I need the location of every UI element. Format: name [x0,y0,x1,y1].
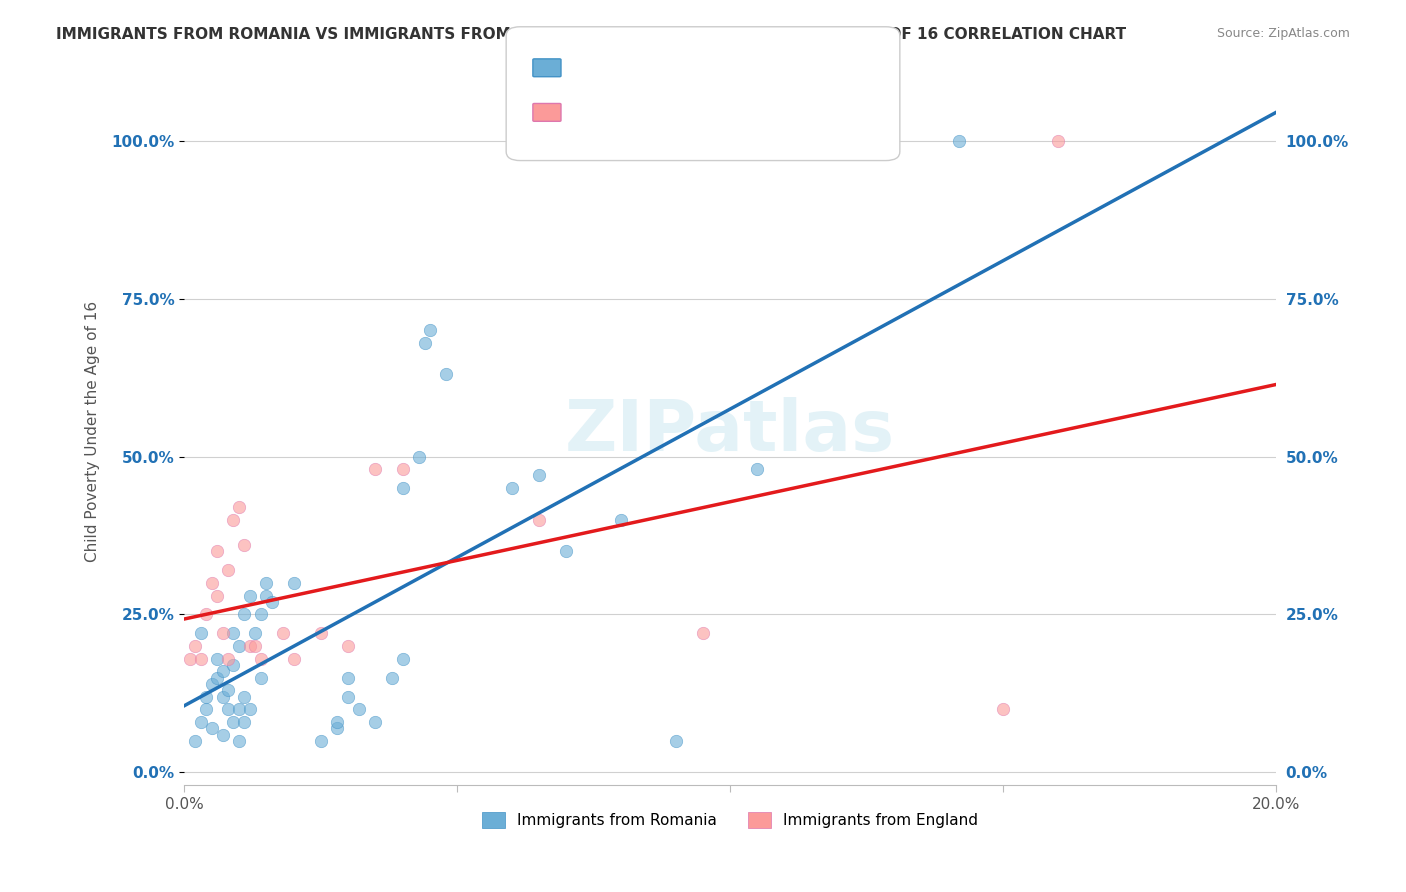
Point [527,513,550,527]
Point [222,714,245,729]
Point [271,626,294,640]
Point [948,134,970,148]
Point [434,368,457,382]
Text: R = 0.57   N = 26: R = 0.57 N = 26 [555,112,727,129]
Point [309,626,332,640]
Point [217,651,239,665]
Point [664,734,686,748]
Point [364,462,387,476]
Point [228,639,250,653]
Point [337,671,360,685]
Point [326,721,349,735]
Point [222,513,245,527]
Point [260,595,283,609]
Point [228,734,250,748]
Point [408,450,430,464]
Point [391,651,413,665]
Point [610,513,633,527]
Point [337,690,360,704]
Point [309,734,332,748]
Point [391,462,413,476]
Point [254,589,277,603]
Point [217,683,239,698]
Point [228,500,250,514]
Point [364,714,387,729]
Point [249,671,271,685]
Text: ZIPatlas: ZIPatlas [565,397,896,466]
Point [249,607,271,622]
Point [239,702,262,716]
Point [205,589,228,603]
Point [391,481,413,495]
Point [381,671,404,685]
Text: R = 0.547   N = 53: R = 0.547 N = 53 [555,67,740,85]
Point [211,665,233,679]
Point [195,607,218,622]
Point [228,702,250,716]
Point [205,671,228,685]
Point [201,721,224,735]
Point [419,323,441,337]
Point [195,690,218,704]
Text: Source: ZipAtlas.com: Source: ZipAtlas.com [1216,27,1350,40]
Point [555,544,578,558]
Point [190,626,212,640]
Point [326,714,349,729]
Point [254,575,277,590]
Point [245,626,267,640]
Point [249,651,271,665]
Point [283,651,305,665]
Point [233,538,256,552]
Point [205,651,228,665]
Point [201,575,224,590]
Point [217,702,239,716]
Point [692,626,714,640]
Point [245,639,267,653]
Point [527,468,550,483]
Point [233,607,256,622]
Point [347,702,370,716]
Point [413,335,436,350]
Point [337,639,360,653]
Point [179,651,201,665]
Point [184,639,207,653]
Point [201,677,224,691]
Point [239,589,262,603]
Point [184,734,207,748]
Text: IMMIGRANTS FROM ROMANIA VS IMMIGRANTS FROM ENGLAND CHILD POVERTY UNDER THE AGE O: IMMIGRANTS FROM ROMANIA VS IMMIGRANTS FR… [56,27,1126,42]
Point [222,658,245,673]
Point [501,481,523,495]
Y-axis label: Child Poverty Under the Age of 16: Child Poverty Under the Age of 16 [86,301,100,562]
Point [239,639,262,653]
Point [190,714,212,729]
Point [217,563,239,577]
Point [1046,134,1069,148]
Point [205,544,228,558]
Point [211,690,233,704]
Point [283,575,305,590]
Point [991,702,1014,716]
Point [195,702,218,716]
Point [190,651,212,665]
Point [233,714,256,729]
Point [211,727,233,741]
Legend: Immigrants from Romania, Immigrants from England: Immigrants from Romania, Immigrants from… [477,805,984,834]
Point [211,626,233,640]
Point [233,690,256,704]
Point [747,462,769,476]
Point [222,626,245,640]
